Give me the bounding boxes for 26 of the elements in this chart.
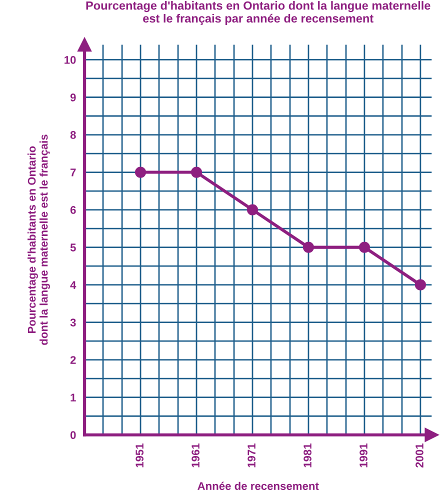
point [414,279,426,290]
x-tick-label: 1991 [360,444,368,468]
y-tick-label: 3 [70,318,76,326]
x-tick-label: 2001 [416,444,424,468]
y-axis-title: Pourcentage d'habitants en Ontario dont la langue maternelle est le français [28,134,50,345]
x-tick-label: 1981 [304,444,312,468]
y-tick-label: 8 [70,131,76,139]
y-tick-label: 0 [70,431,76,440]
chart-title: Pourcentage d'habitants en Ontario dont la langue maternelle est le français par année de recensement [86,1,430,25]
y-tick-label: 4 [70,281,76,289]
point [358,242,370,253]
point [246,204,258,216]
point [302,242,314,253]
point [190,166,202,178]
x-tick-label: 1951 [136,444,144,468]
x-tick-label: 1961 [192,444,200,468]
y-tick-label: 6 [70,206,76,214]
y-tick-label: 7 [70,168,76,176]
y-tick-label: 10 [64,56,76,64]
y-tick-label: 1 [70,394,76,402]
y-tick-label: 9 [70,94,76,102]
x-tick-label: 1971 [248,444,256,468]
x-axis-title: Année de recensement [198,482,319,490]
y-tick-label: 5 [70,244,76,252]
y-tick-label: 2 [70,356,76,364]
point [134,166,146,178]
